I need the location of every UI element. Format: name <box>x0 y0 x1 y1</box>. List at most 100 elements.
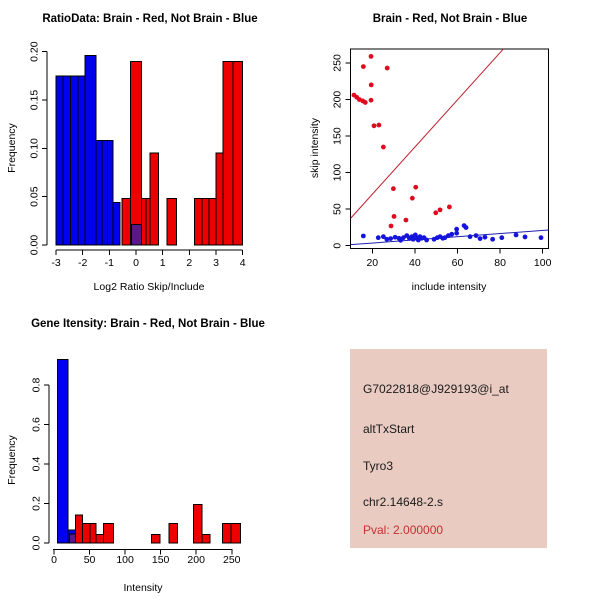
intensity-scatter: 20 40 60 80 100 0 50 100 150 200 250 <box>332 48 552 269</box>
data-point-brain <box>368 82 374 88</box>
x-tick-label: -3 <box>51 257 60 269</box>
scatter-xlabel: include intensity <box>411 281 487 293</box>
y-tick-label: 150 <box>332 127 344 145</box>
bar-brain <box>168 523 178 544</box>
x-tick-label: 100 <box>116 554 134 566</box>
y-tick-label: 200 <box>332 91 344 109</box>
bar-not_brain <box>106 140 114 246</box>
bar-brain <box>89 523 97 544</box>
data-point-not_brain <box>473 233 479 239</box>
y-tick-label: 0.8 <box>31 378 43 393</box>
data-point-not_brain <box>375 235 381 241</box>
bar-brain <box>149 152 159 246</box>
pval-label: Pval: 2.000000 <box>363 523 444 537</box>
y-tick-label: 0.00 <box>29 235 41 256</box>
x-tick-label: 0 <box>51 554 57 566</box>
bar-brain <box>192 503 203 544</box>
data-point-not_brain <box>499 235 505 241</box>
x-tick-label: 20 <box>366 257 378 269</box>
gene-hist-title: Gene Itensity: Brain - Red, Not Brain - … <box>31 318 265 330</box>
bar-brain <box>81 523 91 544</box>
data-point-brain <box>433 210 439 216</box>
ratio-histogram: 0.00 0.05 0.10 0.15 0.20 -3 -2 -1 0 1 2 3 4 <box>29 41 246 269</box>
bar-brain <box>222 523 232 544</box>
bar-brain <box>222 60 234 246</box>
y-tick-label: 0.15 <box>29 90 41 111</box>
data-point-brain <box>376 122 382 128</box>
data-point-not_brain <box>454 230 460 236</box>
data-point-not_brain <box>392 234 398 240</box>
gene-hist-xlabel: Intensity <box>123 582 163 594</box>
data-point-brain <box>403 217 409 223</box>
data-point-not_brain <box>482 234 488 240</box>
y-tick-label: 100 <box>332 164 344 182</box>
scatter-title: Brain - Red, Not Brain - Blue <box>372 13 528 25</box>
data-point-not_brain <box>384 236 390 242</box>
bar-brain <box>95 533 104 544</box>
bar-not_brain <box>55 75 64 246</box>
data-point-brain <box>391 214 397 219</box>
x-tick-label: 250 <box>223 554 241 566</box>
bar-not_brain <box>84 55 97 246</box>
data-point-not_brain <box>360 233 366 239</box>
bar-brain <box>141 198 147 246</box>
y-tick-label: 0.20 <box>29 41 41 62</box>
data-point-brain <box>362 100 368 105</box>
x-tick-label: -2 <box>78 257 87 269</box>
bar-brain <box>102 523 114 544</box>
data-point-not_brain <box>490 236 496 242</box>
bar-brain <box>121 198 132 246</box>
x-tick-label: 200 <box>187 554 205 566</box>
bar-brain <box>151 533 161 544</box>
y-tick-label: 0.0 <box>31 536 43 551</box>
bar-not_brain <box>77 75 86 246</box>
data-point-brain <box>368 53 374 59</box>
bar-brain <box>208 198 217 246</box>
bar-brain <box>215 152 224 246</box>
bar-brain <box>232 60 244 246</box>
data-point-not_brain <box>477 236 483 242</box>
gene-symbol: Tyro3 <box>363 459 394 473</box>
fit-line-brain-fit <box>350 48 504 219</box>
bar-not_brain <box>57 358 69 544</box>
data-point-brain <box>371 123 377 129</box>
bar-overlap <box>68 533 76 544</box>
data-point-brain <box>384 65 390 71</box>
bar-brain <box>201 533 211 544</box>
bar-not_brain <box>95 140 103 246</box>
ratio-hist-title: RatioData: Brain - Red, Not Brain - Blue <box>42 13 258 25</box>
chromosome-location: chr2.14648-2.s <box>363 495 444 509</box>
x-tick-label: 0 <box>133 257 139 269</box>
x-tick-label: 4 <box>240 257 246 269</box>
data-point-not_brain <box>513 232 519 238</box>
y-tick-label: 50 <box>332 203 344 215</box>
x-tick-label: 60 <box>452 257 464 269</box>
y-tick-label: 0.6 <box>31 417 43 432</box>
bar-brain <box>201 198 210 246</box>
data-point-not_brain <box>424 237 430 243</box>
x-tick-label: 100 <box>534 257 552 269</box>
x-tick-label: 40 <box>409 257 421 269</box>
data-point-brain <box>413 184 419 190</box>
bar-brain <box>74 514 83 544</box>
data-point-brain <box>380 144 386 150</box>
x-tick-label: 80 <box>494 257 506 269</box>
data-point-not_brain <box>522 234 528 240</box>
probe-id: G7022818@J929193@i_at <box>363 382 509 396</box>
bar-brain <box>230 523 241 544</box>
data-point-not_brain <box>538 235 544 241</box>
bar-brain <box>194 198 203 246</box>
x-tick-label: 150 <box>152 554 170 566</box>
bar-brain <box>145 198 151 246</box>
data-point-not_brain <box>449 231 455 237</box>
x-tick-label: 1 <box>160 257 166 269</box>
data-point-brain <box>437 207 443 213</box>
y-tick-label: 0.05 <box>29 186 41 207</box>
y-tick-label: 0 <box>332 243 344 249</box>
x-tick-label: 3 <box>213 257 219 269</box>
data-point-brain <box>447 204 452 210</box>
data-point-brain <box>388 223 394 229</box>
event-type: altTxStart <box>363 422 415 436</box>
bar-not_brain <box>112 201 121 246</box>
bar-not_brain <box>70 75 79 246</box>
